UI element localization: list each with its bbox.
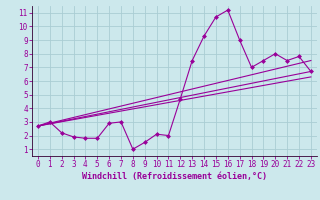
X-axis label: Windchill (Refroidissement éolien,°C): Windchill (Refroidissement éolien,°C)	[82, 172, 267, 181]
